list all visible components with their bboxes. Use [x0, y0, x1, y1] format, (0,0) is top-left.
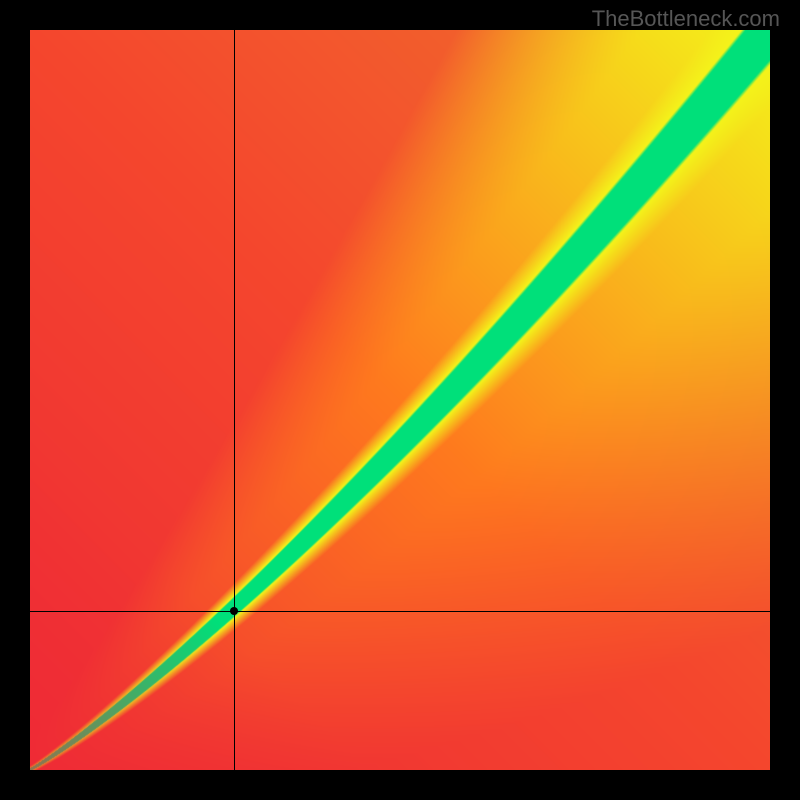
watermark-text: TheBottleneck.com [592, 6, 780, 32]
crosshair-marker [230, 607, 238, 615]
chart-container: TheBottleneck.com [0, 0, 800, 800]
crosshair-horizontal [30, 611, 770, 612]
heatmap-plot-area [30, 30, 770, 770]
heatmap-canvas [30, 30, 770, 770]
crosshair-vertical [234, 30, 235, 770]
